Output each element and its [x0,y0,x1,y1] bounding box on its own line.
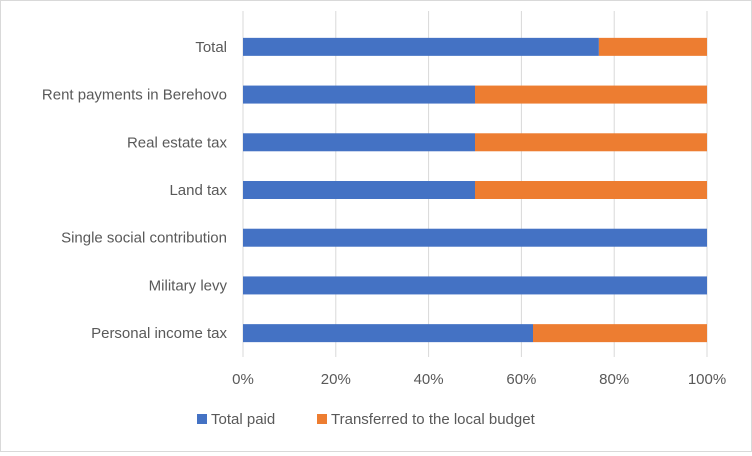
x-tick-label: 60% [506,371,536,388]
category-label: Rent payments in Berehovo [42,87,227,104]
x-tick-label: 20% [321,371,351,388]
x-tick-label: 40% [414,371,444,388]
bar-total-paid [243,276,707,295]
category-label: Total [195,39,227,56]
category-label: Real estate tax [127,134,228,151]
bar-total-paid [243,85,475,104]
bar-transferred-local [475,133,707,152]
legend-swatch [197,414,207,424]
bar-total-paid [243,133,475,152]
category-label: Military levy [149,277,228,294]
bar-total-paid [243,181,475,199]
legend-label: Total paid [211,411,275,428]
x-tick-label: 0% [232,371,254,388]
x-tick-label: 80% [599,371,629,388]
bar-total-paid [243,37,599,56]
category-label: Personal income tax [91,325,227,342]
legend-label: Transferred to the local budget [331,411,536,428]
x-tick-label: 100% [688,371,726,388]
legend-swatch [317,414,327,424]
category-label: Single social contribution [61,230,227,247]
bar-transferred-local [533,324,707,343]
bar-transferred-local [598,37,707,56]
bar-total-paid [243,324,533,343]
category-label: Land tax [169,182,227,199]
bar-transferred-local [475,181,707,199]
bar-total-paid [243,228,707,247]
bar-transferred-local [475,85,707,104]
